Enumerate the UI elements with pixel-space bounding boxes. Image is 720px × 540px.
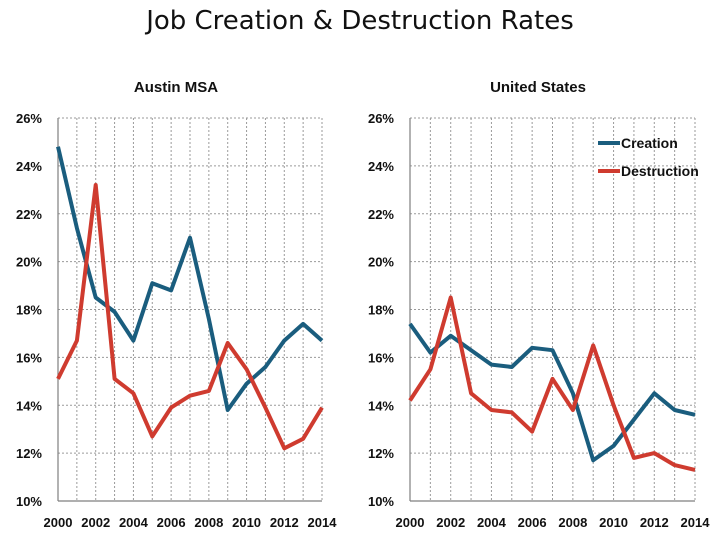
y-tick-label: 10% [16,494,42,509]
y-tick-label: 20% [16,255,42,270]
y-tick-label: 14% [16,398,42,413]
x-tick-label: 2002 [81,515,110,530]
chart-austin: Austin MSA 10% 12% 14% 16% 18% 20% 22% 24% 26% 200… [16,79,337,530]
x-tick-label: 2008 [558,515,587,530]
page-title: Job Creation & Destruction Rates [146,6,574,36]
y-tick-label: 24% [16,159,42,174]
chart-title: Austin MSA [134,79,218,96]
series-line-destruction [56,183,324,451]
x-tick-label: 2010 [599,515,628,530]
x-tick-label: 2000 [396,515,425,530]
series-line-creation [56,146,324,412]
y-tick-label: 26% [368,111,394,126]
legend-label-destruction: Destruction [621,163,699,179]
x-tick-label: 2008 [194,515,223,530]
x-tick-label: 2012 [270,515,299,530]
x-tick-label: 2000 [44,515,73,530]
y-tick-label: 14% [368,398,394,413]
series-line-creation [408,322,696,463]
y-tick-label: 20% [368,255,394,270]
y-tick-label: 12% [368,446,394,461]
y-tick-label: 24% [368,159,394,174]
x-tick-label: 2014 [308,515,338,530]
x-tick-label: 2006 [518,515,547,530]
chart-title: United States [490,79,586,96]
x-tick-label: 2004 [477,515,507,530]
x-tick-label: 2006 [157,515,186,530]
y-tick-label: 10% [368,494,394,509]
x-tick-label: 2012 [640,515,669,530]
x-tick-label: 2014 [681,515,711,530]
y-tick-label: 16% [368,350,394,365]
y-tick-label: 18% [368,303,394,318]
y-tick-label: 12% [16,446,42,461]
y-tick-label: 26% [16,111,42,126]
x-tick-label: 2004 [119,515,149,530]
series-line-destruction [408,295,696,472]
x-tick-label: 2010 [232,515,261,530]
x-tick-label: 2002 [436,515,465,530]
legend-label-creation: Creation [621,135,678,151]
y-tick-label: 22% [16,207,42,222]
y-tick-label: 16% [16,350,42,365]
y-tick-label: 22% [368,207,394,222]
y-tick-label: 18% [16,303,42,318]
chart-united-states: United States 10% 12% 14% 16% 18% 20% 22% 24% 26%… [368,79,710,530]
